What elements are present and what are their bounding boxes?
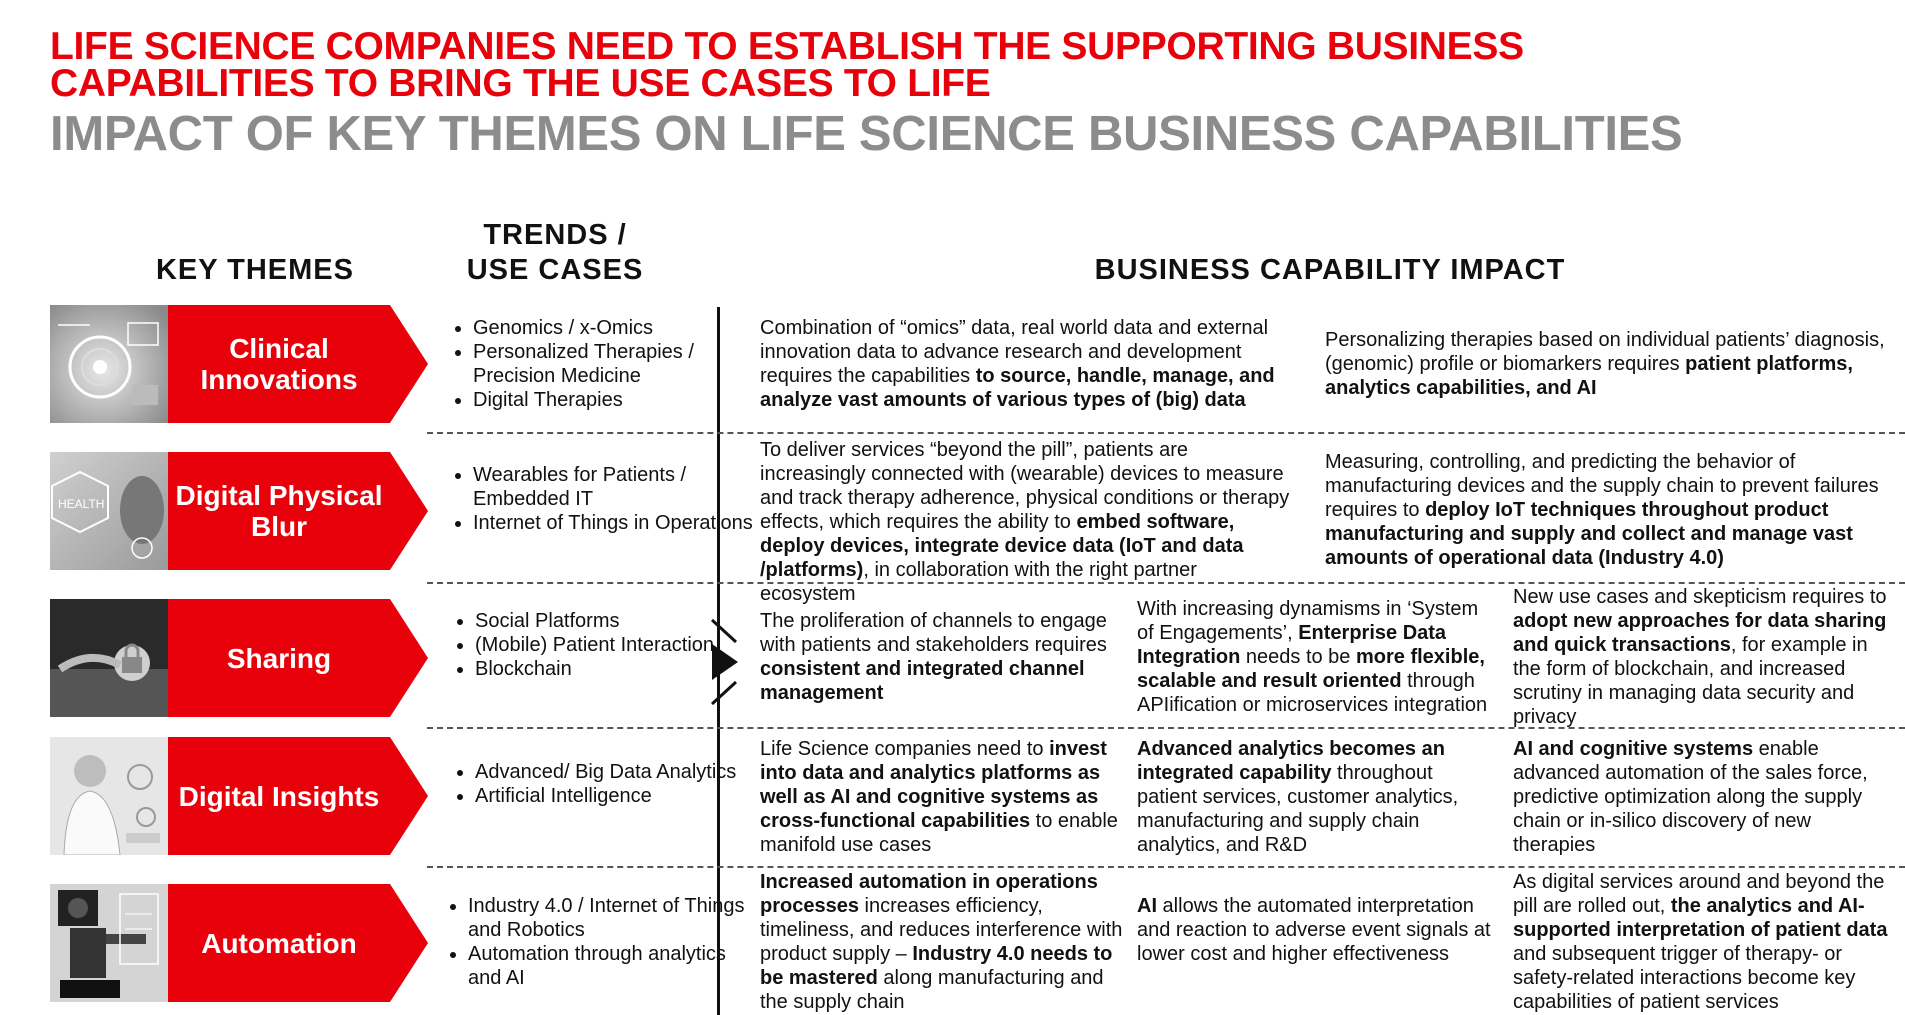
impact-text: Combination of “omics” data, real world … (760, 317, 1269, 387)
trends-list: Social Platforms (Mobile) Patient Intera… (445, 609, 755, 681)
list-item: Personalized Therapies / Precision Medic… (473, 340, 753, 388)
impact-text: Measuring, controlling, and predicting t… (1325, 451, 1879, 521)
impact-text: patient platforms, analytics capabilitie… (1325, 353, 1853, 399)
header-trends: TRENDS / USE CASES (440, 218, 670, 288)
impact-text: With increasing dynamisms in ‘System of … (1137, 598, 1479, 644)
impact-text: consistent and integrated channel manage… (760, 658, 1085, 704)
impact-text: , in collaboration with the right partne… (760, 559, 1197, 605)
impact-text: Increased automation in operations proce… (760, 871, 1098, 917)
impact-text: Personalizing therapies based on individ… (1325, 329, 1885, 375)
impact-text: to enable manifold use cases (760, 810, 1118, 856)
list-item: Artificial Intelligence (475, 784, 755, 808)
row-separator (427, 432, 1905, 434)
impact-text: Advanced analytics becomes an integrated… (1137, 738, 1445, 784)
theme-label: Automation (201, 927, 357, 959)
header-key-themes: KEY THEMES (155, 254, 354, 286)
row-separator (427, 582, 1905, 584)
impact-text: to source, handle, manage, and analyze v… (760, 365, 1275, 411)
theme-label: Sharing (226, 642, 332, 674)
theme-automation: Automation (168, 884, 428, 1002)
impact-text: adopt new approaches for data sharing an… (1513, 610, 1887, 656)
list-item: Digital Therapies (473, 388, 753, 412)
impact-text: through APIification or microservices in… (1137, 670, 1488, 716)
impact-text: AI and cognitive systems (1513, 738, 1754, 760)
impact-cell: As digital services around and beyond th… (1513, 870, 1888, 1014)
svg-text:HEALTH: HEALTH (58, 497, 104, 511)
list-item: (Mobile) Patient Interaction (475, 633, 755, 657)
chevron-marker-icon (710, 618, 738, 706)
list-item: Blockchain (475, 657, 755, 681)
impact-cell: To deliver services “beyond the pill”, p… (760, 438, 1290, 606)
list-item: Social Platforms (475, 609, 755, 633)
theme-digital-physical-blur: Digital Physical Blur (168, 452, 428, 570)
list-item: Wearables for Patients / Embedded IT (473, 463, 753, 511)
impact-text: AI (1137, 895, 1157, 917)
impact-text: more flexible, scalable and result orien… (1137, 646, 1485, 692)
impact-text: Industry 4.0 needs to be mastered (760, 943, 1113, 989)
impact-text: throughout patient services, customer an… (1137, 762, 1459, 856)
impact-text: invest into data and analytics platforms… (760, 738, 1107, 832)
impact-text: Life Science companies need to (760, 738, 1050, 760)
impact-cell: The proliferation of channels to engage … (760, 609, 1130, 705)
health-interface-photo: HEALTH (50, 452, 168, 570)
header-trends-line1: TRENDS / (483, 219, 627, 251)
trends-list: Advanced/ Big Data Analytics Artificial … (445, 760, 755, 808)
list-item: Internet of Things in Operations (473, 511, 753, 535)
list-item: Automation through analytics and AI (468, 942, 748, 990)
impact-text: the analytics and AI-supported interpret… (1513, 895, 1888, 941)
impact-cell: Personalizing therapies based on individ… (1325, 328, 1895, 400)
impact-text: deploy IoT techniques throughout product… (1325, 499, 1853, 569)
main-title-line1: LIFE SCIENCE COMPANIES NEED TO ESTABLISH… (50, 25, 1524, 68)
impact-text: increases efficiency, timeliness, and re… (760, 895, 1123, 965)
impact-text: The proliferation of channels to engage … (760, 610, 1107, 656)
impact-cell: New use cases and skepticism requires to… (1513, 585, 1888, 729)
impact-text: and subsequent trigger of therapy- or sa… (1513, 943, 1856, 1013)
main-title: LIFE SCIENCE COMPANIES NEED TO ESTABLISH… (50, 25, 1750, 105)
header-impact: BUSINESS CAPABILITY IMPACT (1094, 254, 1566, 286)
theme-digital-insights: Digital Insights (168, 737, 428, 855)
theme-sharing: Sharing (168, 599, 428, 717)
main-title-line2: CAPABILITIES TO BRING THE USE CASES TO L… (50, 62, 991, 105)
theme-label: Clinical Innovations (200, 333, 358, 395)
impact-text: embed software, deploy devices, integrat… (760, 511, 1244, 581)
impact-cell: Advanced analytics becomes an integrated… (1137, 737, 1497, 857)
impact-cell: AI allows the automated interpretation a… (1137, 894, 1497, 966)
impact-cell: Increased automation in operations proce… (760, 870, 1130, 1014)
impact-text: As digital services around and beyond th… (1513, 871, 1885, 917)
impact-text: To deliver services “beyond the pill”, p… (760, 439, 1290, 533)
subtitle: IMPACT OF KEY THEMES ON LIFE SCIENCE BUS… (50, 107, 1683, 161)
list-item: Advanced/ Big Data Analytics (475, 760, 755, 784)
theme-label: Digital Physical Blur (175, 480, 383, 542)
impact-text: , for example in the form of blockchain,… (1513, 634, 1868, 728)
impact-text: along manufacturing and the supply chain (760, 967, 1104, 1013)
impact-cell: AI and cognitive systems enable advanced… (1513, 737, 1888, 857)
trends-list: Industry 4.0 / Internet of Things and Ro… (438, 894, 748, 990)
theme-label: Digital Insights (178, 780, 380, 812)
header-trends-line2: USE CASES (466, 254, 644, 286)
impact-cell: With increasing dynamisms in ‘System of … (1137, 597, 1497, 717)
trends-list: Genomics / x-Omics Personalized Therapie… (443, 316, 753, 412)
impact-text: New use cases and skepticism requires to (1513, 586, 1887, 608)
impact-cell: Life Science companies need to invest in… (760, 737, 1130, 857)
secure-sharing-photo (50, 599, 168, 717)
list-item: Industry 4.0 / Internet of Things and Ro… (468, 894, 748, 942)
scientist-photo (50, 737, 168, 855)
impact-cell: Measuring, controlling, and predicting t… (1325, 450, 1895, 570)
impact-text: Enterprise Data Integration (1137, 622, 1447, 668)
impact-cell: Combination of “omics” data, real world … (760, 316, 1290, 412)
list-item: Genomics / x-Omics (473, 316, 753, 340)
theme-clinical-innovations: Clinical Innovations (168, 305, 428, 423)
clinical-tech-photo (50, 305, 168, 423)
impact-text: needs to be (1240, 646, 1356, 668)
row-separator (427, 727, 1905, 729)
robot-photo (50, 884, 168, 1002)
impact-text: enable advanced automation of the sales … (1513, 738, 1868, 856)
trends-list: Wearables for Patients / Embedded IT Int… (443, 463, 753, 535)
row-separator (427, 866, 1905, 868)
impact-text: allows the automated interpretation and … (1137, 895, 1491, 965)
